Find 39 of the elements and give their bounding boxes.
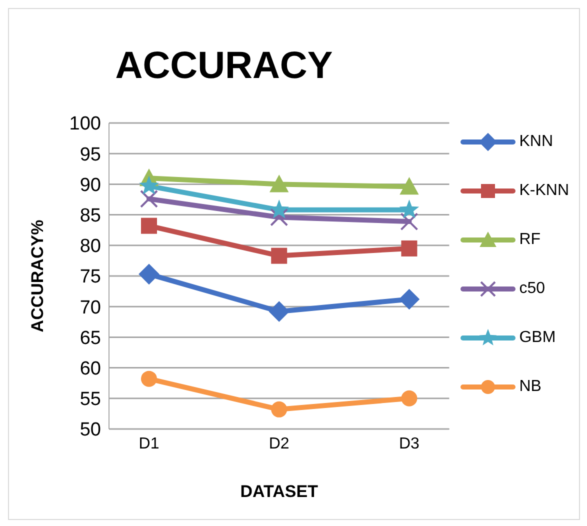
x-axis-title: DATASET: [240, 482, 319, 501]
legend-label: RF: [519, 230, 541, 248]
point: [398, 288, 420, 310]
legend-label: K-KNN: [519, 182, 569, 200]
y-tick-label: 100: [69, 114, 101, 135]
y-tick-label: 65: [80, 328, 101, 349]
legend-label: GBM: [519, 328, 556, 346]
point: [271, 401, 288, 418]
point: [270, 174, 289, 192]
point: [401, 390, 418, 406]
point: [141, 370, 157, 387]
y-tick-label: 85: [80, 206, 101, 227]
legend-label: NB: [519, 378, 542, 396]
point: [140, 190, 158, 208]
y-axis-title: ACCURACY%: [28, 220, 48, 332]
x-tick-label: D2: [268, 435, 290, 452]
y-tick-label: 95: [80, 144, 101, 166]
point: [271, 248, 288, 264]
y-tick-label: 80: [80, 236, 101, 258]
legend-label: KNN: [519, 132, 553, 150]
point: [138, 264, 160, 285]
legend-label: c50: [519, 280, 546, 298]
x-tick-label: D1: [138, 435, 160, 452]
point: [400, 177, 419, 195]
point: [268, 301, 290, 322]
point: [141, 218, 157, 234]
point: [139, 176, 159, 194]
y-tick-label: 75: [80, 266, 101, 288]
point: [399, 200, 420, 218]
y-tick-label: 50: [80, 420, 101, 441]
point: [401, 240, 418, 256]
y-tick-label: 55: [80, 389, 101, 410]
point: [400, 212, 418, 231]
y-tick-label: 60: [80, 358, 101, 380]
y-tick-label: 70: [80, 297, 101, 318]
point: [270, 208, 288, 226]
chart-title: ACCURACY: [114, 45, 334, 88]
x-tick-label: D3: [398, 435, 420, 452]
y-tick-label: 90: [80, 174, 101, 196]
